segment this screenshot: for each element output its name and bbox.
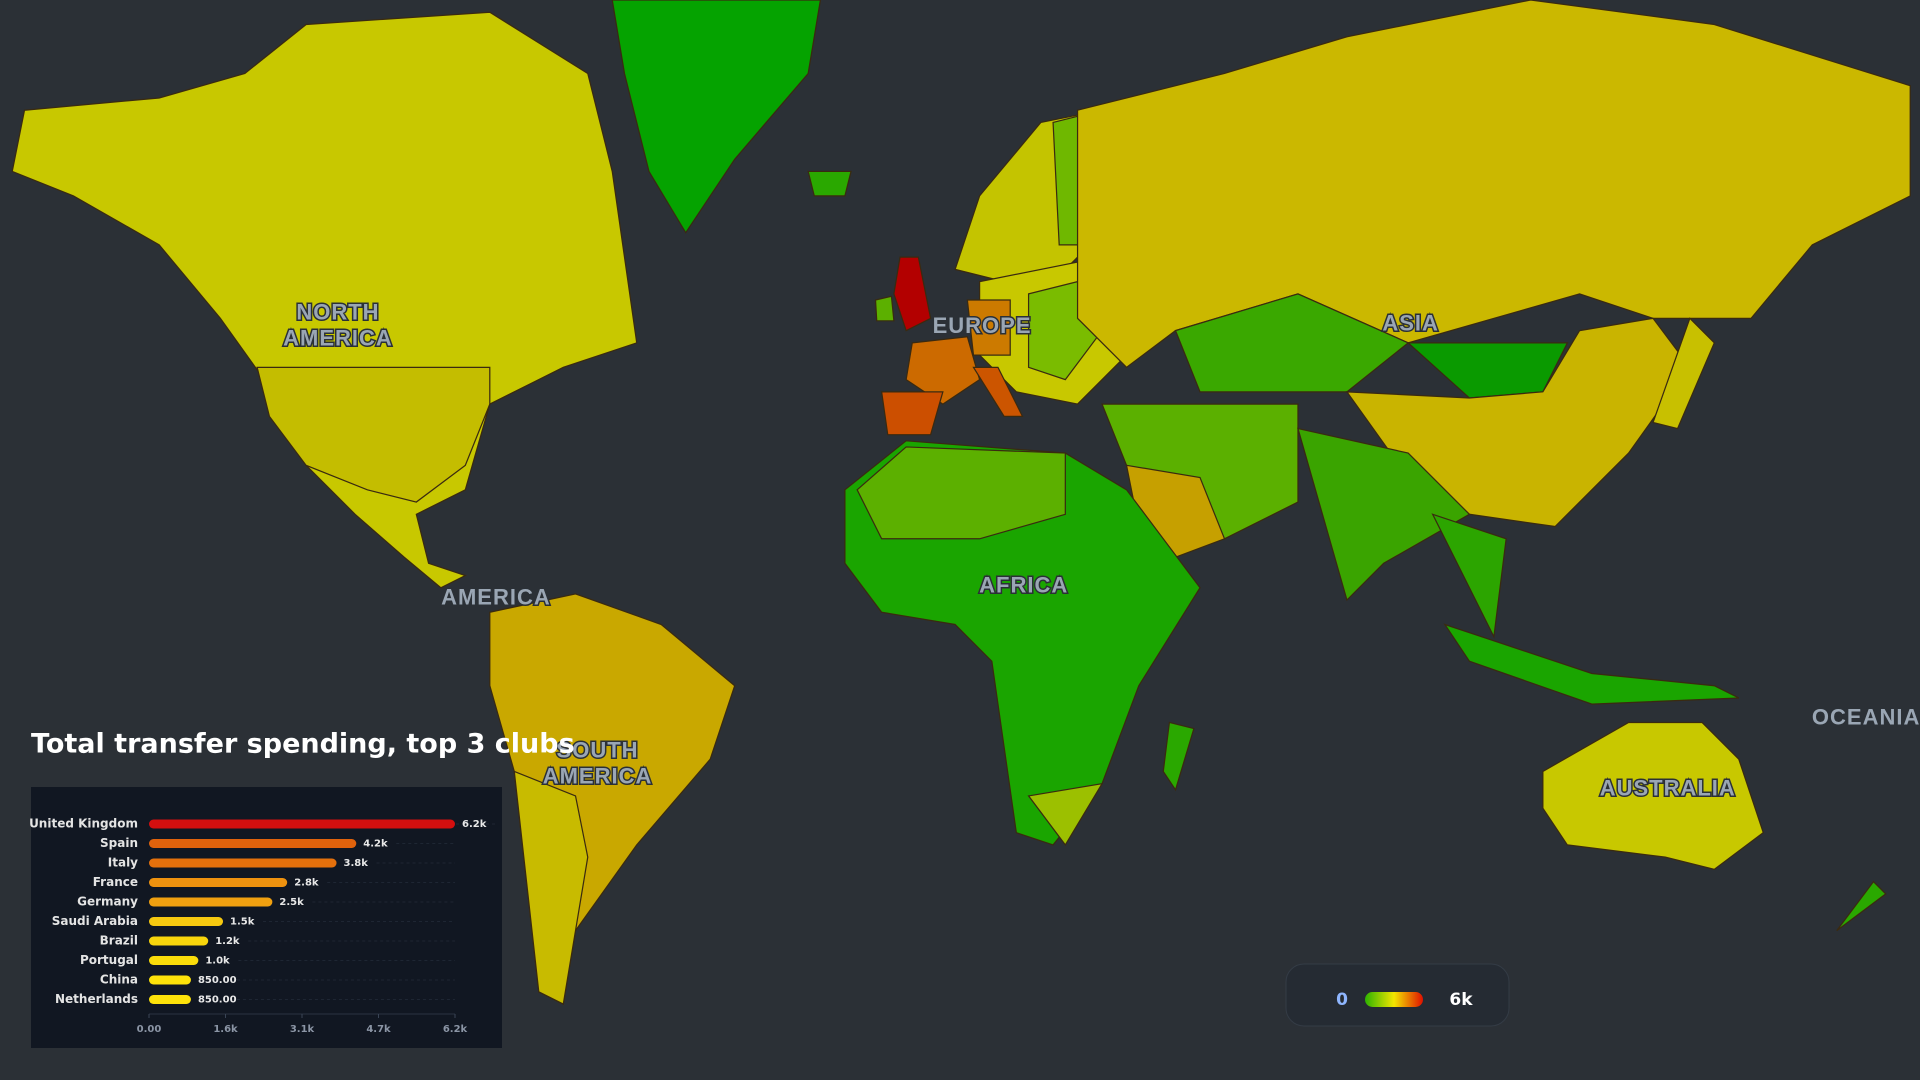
value-label: 2.8k — [294, 878, 319, 889]
legend-max-label: 6k — [1449, 990, 1473, 1010]
russia — [1076, 0, 1911, 369]
japan — [1652, 317, 1716, 430]
new-zealand — [1836, 880, 1887, 932]
madagascar — [1162, 721, 1195, 792]
category-label: France — [93, 875, 138, 889]
value-label: 3.8k — [344, 858, 369, 869]
middle-east — [1101, 403, 1299, 540]
bar-chart: 0.00 1.6k 3.1k 4.7k 6.2k United Kingdom 6.2k Sp… — [29, 817, 495, 1035]
legend: 0 6k — [1336, 990, 1473, 1010]
spain — [880, 391, 944, 436]
continent-label: AMERICA — [543, 764, 653, 789]
chart-title: Total transfer spending, top 3 clubs — [31, 729, 575, 760]
continent-label: OCEANIA — [1812, 705, 1920, 730]
legend-gradient — [1365, 992, 1423, 1007]
value-label: 1.5k — [230, 917, 255, 928]
continent-label: ASIA — [1382, 310, 1439, 335]
category-label: United Kingdom — [29, 817, 138, 831]
north-america — [11, 11, 638, 589]
value-label: 2.5k — [279, 897, 304, 908]
continent-label: AMERICA — [441, 585, 551, 610]
value-label: 4.2k — [363, 839, 388, 850]
united-kingdom — [893, 256, 932, 332]
southeast-asia — [1431, 513, 1507, 639]
bar — [149, 975, 191, 985]
france — [905, 336, 981, 405]
bar — [149, 936, 209, 946]
world-map — [11, 0, 1911, 1006]
chile-argentina — [513, 770, 589, 1006]
chart-panel — [31, 787, 502, 1048]
bar — [149, 878, 288, 887]
bar — [149, 956, 199, 965]
value-label: 1.0k — [205, 956, 230, 967]
bar — [149, 897, 273, 907]
indonesia — [1443, 623, 1740, 705]
category-label: China — [100, 973, 138, 987]
germany — [966, 299, 1011, 356]
category-label: Spain — [100, 836, 138, 850]
x-tick-label: 3.1k — [290, 1024, 315, 1035]
greenland — [611, 0, 822, 234]
bar — [149, 819, 455, 829]
category-label: Saudi Arabia — [52, 914, 138, 928]
usa — [256, 366, 491, 503]
continent-label: AUSTRALIA — [1600, 776, 1736, 801]
iceland — [807, 170, 852, 197]
x-tick-label: 4.7k — [366, 1024, 391, 1035]
south-africa — [1027, 782, 1104, 847]
value-label: 850.00 — [198, 975, 237, 986]
x-tick-label: 6.2k — [443, 1024, 468, 1035]
continent-label: AFRICA — [979, 572, 1068, 597]
category-label: Brazil — [100, 934, 138, 948]
australia — [1542, 721, 1765, 871]
value-label: 6.2k — [462, 819, 487, 830]
category-label: Germany — [77, 895, 138, 909]
bar — [149, 917, 224, 926]
india — [1297, 427, 1471, 602]
category-label: Netherlands — [55, 992, 138, 1006]
category-label: Portugal — [80, 953, 138, 967]
continent-label: AMERICA — [283, 325, 393, 350]
ireland — [874, 295, 895, 322]
x-tick-label: 0.00 — [137, 1024, 162, 1035]
x-tick-label: 1.6k — [213, 1024, 238, 1035]
bar — [149, 995, 191, 1004]
bar — [149, 839, 357, 848]
legend-min-label: 0 — [1336, 990, 1348, 1010]
continent-label: NORTH — [296, 299, 379, 324]
north-africa — [856, 446, 1066, 540]
continent-label: SOUTH — [557, 738, 639, 763]
bar — [149, 858, 337, 868]
continent-label: EUROPE — [933, 313, 1032, 338]
category-label: Italy — [108, 856, 138, 870]
italy — [972, 366, 1024, 417]
value-label: 850.00 — [198, 995, 237, 1006]
value-label: 1.2k — [215, 936, 240, 947]
